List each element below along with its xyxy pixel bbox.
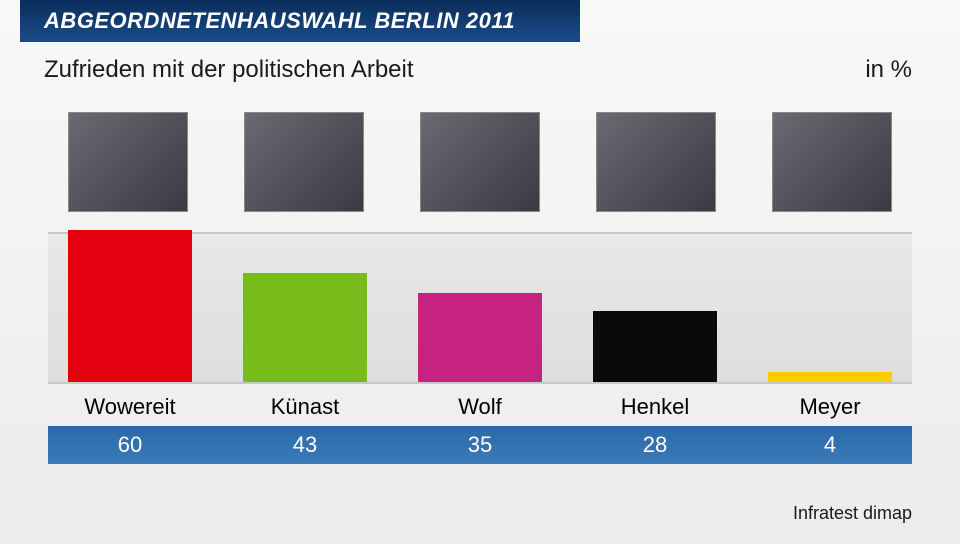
bar-wowereit [68,230,192,382]
label-henkel: Henkel [593,394,717,420]
value-künast: 43 [243,432,367,458]
photo-kuenast [244,112,364,212]
label-künast: Künast [243,394,367,420]
footer-source: Infratest dimap [793,503,912,524]
subtitle-row: Zufrieden mit der politischen Arbeit in … [0,42,960,84]
value-henkel: 28 [593,432,717,458]
label-wowereit: Wowereit [68,394,192,420]
value-wolf: 35 [418,432,542,458]
label-wolf: Wolf [418,394,542,420]
label-meyer: Meyer [768,394,892,420]
bars-row [48,232,912,384]
value-wowereit: 60 [68,432,192,458]
chart-area: Wowereit Künast Wolf Henkel Meyer 60 43 35 28 4 [0,84,960,464]
title-bar: ABGEORDNETENHAUSWAHL BERLIN 2011 [20,0,580,42]
bar-meyer [768,372,892,382]
bar-henkel [593,311,717,382]
photo-meyer [772,112,892,212]
photo-wowereit [68,112,188,212]
chart-container: ABGEORDNETENHAUSWAHL BERLIN 2011 Zufried… [0,0,960,544]
values-row: 60 43 35 28 4 [48,426,912,464]
subtitle-text: Zufrieden mit der politischen Arbeit [44,56,414,84]
photo-wolf [420,112,540,212]
title-text: ABGEORDNETENHAUSWAHL BERLIN 2011 [44,8,515,33]
labels-row: Wowereit Künast Wolf Henkel Meyer [48,384,912,420]
unit-text: in % [865,56,912,84]
bar-künast [243,273,367,382]
value-meyer: 4 [768,432,892,458]
bar-wolf [418,293,542,382]
photo-henkel [596,112,716,212]
photos-row [48,112,912,212]
